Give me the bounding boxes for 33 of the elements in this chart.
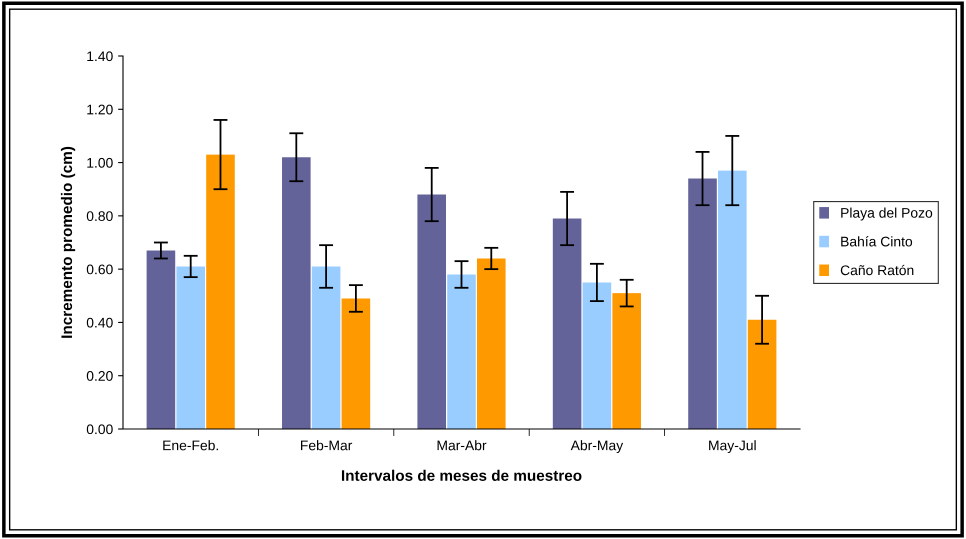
x-tick-label: May-Jul	[709, 440, 756, 454]
y-tick-label: 0.20	[86, 371, 113, 381]
bar	[552, 218, 582, 429]
bar	[206, 154, 235, 429]
legend-label: Caño Ratón	[840, 264, 914, 276]
bar	[282, 157, 311, 429]
bar	[718, 170, 747, 429]
bar	[688, 178, 717, 429]
x-tick-label: Abr-May	[570, 440, 624, 454]
x-axis-title: Intervalos de meses de muestreo	[342, 470, 582, 481]
y-tick-label: 0.00	[86, 424, 113, 434]
y-tick-label: 0.60	[86, 264, 113, 274]
bar	[417, 194, 446, 429]
y-tick-label: 0.80	[86, 211, 113, 222]
bar	[342, 298, 370, 429]
y-axis-title: Incremento promedio (cm)	[60, 146, 76, 338]
x-tick-label: Feb-Mar	[301, 440, 352, 450]
x-tick-label: Mar-Abr	[438, 440, 486, 450]
y-tick-label: 1.20	[87, 104, 113, 114]
legend-label: Bahía Cinto	[841, 236, 912, 246]
bar	[312, 266, 340, 429]
y-tick-label: 1.00	[87, 158, 113, 168]
bar	[612, 293, 641, 429]
bar	[447, 274, 476, 429]
bar	[582, 282, 612, 429]
bar	[748, 320, 776, 429]
x-tick-label: Ene-Feb.	[163, 440, 218, 450]
bar	[176, 266, 205, 429]
y-tick-label: 0.40	[86, 318, 113, 328]
y-tick-label: 1.40	[87, 51, 113, 62]
bar	[476, 258, 506, 429]
bar	[146, 250, 176, 429]
legend-label: Playa del Pozo	[841, 208, 932, 221]
